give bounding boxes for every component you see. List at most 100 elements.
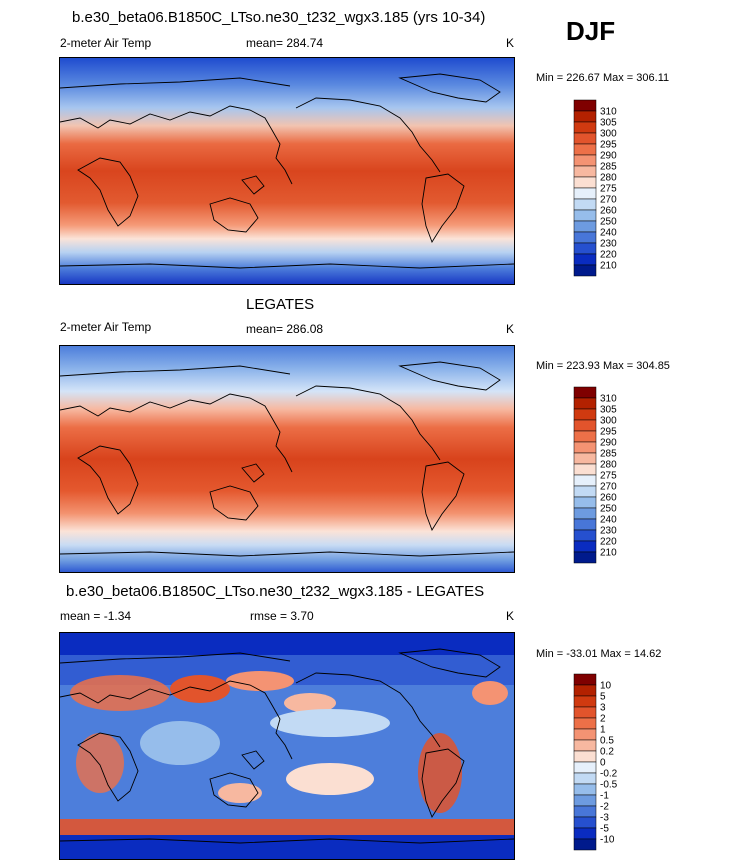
panel-2-colorbar: 310 305 300 295 290 285 280 275 270 260 250 240 230 2… xyxy=(573,386,634,569)
colorbar-tick-label: 295 xyxy=(600,427,617,438)
colorbar-tick-label: -0.2 xyxy=(600,769,618,780)
colorbar-tick-label: 220 xyxy=(600,537,617,548)
colorbar-tick-label: 300 xyxy=(600,129,617,140)
panel-1-colorbar: 310 305 300 295 290 285 280 275 270 260 250 240 230 2… xyxy=(573,99,634,282)
panel-1-units-label: K xyxy=(506,36,515,50)
season-label: DJF xyxy=(566,16,616,46)
colorbar-swatch xyxy=(573,242,597,255)
colorbar-tick-label: 240 xyxy=(600,228,617,239)
panel-3-minmax: Min = -33.01 Max = 14.62 xyxy=(536,648,662,660)
colorbar-swatch xyxy=(573,816,597,829)
colorbar-swatch xyxy=(573,99,597,112)
colorbar-swatch xyxy=(573,518,597,531)
colorbar-swatch xyxy=(573,132,597,145)
colorbar-tick-label: 230 xyxy=(600,526,617,537)
colorbar-swatch xyxy=(573,772,597,785)
colorbar-swatch xyxy=(573,264,597,277)
colorbar-tick-label: -2 xyxy=(600,802,609,813)
colorbar-swatch xyxy=(573,397,597,410)
colorbar-swatch xyxy=(573,430,597,443)
colorbar-swatch xyxy=(573,827,597,840)
colorbar-swatch xyxy=(573,717,597,730)
colorbar-swatch xyxy=(573,739,597,752)
colorbar-swatch xyxy=(573,441,597,454)
colorbar-swatch xyxy=(573,121,597,134)
colorbar-swatch xyxy=(573,474,597,487)
colorbar-swatch xyxy=(573,485,597,498)
colorbar-swatch xyxy=(573,419,597,432)
colorbar-swatch xyxy=(573,496,597,509)
colorbar-swatch xyxy=(573,750,597,763)
panel-3-rmse-label: rmse = 3.70 xyxy=(250,609,314,623)
panel-1-map xyxy=(59,57,515,285)
colorbar-swatch xyxy=(573,198,597,211)
panel-3-colorbar: 10 5 3 2 1 0.5 0.2 0 -0.2 -0.5 -1 -2 -3 -5 -10 xyxy=(573,673,634,856)
colorbar-tick-label: 250 xyxy=(600,504,617,515)
colorbar-swatch xyxy=(573,783,597,796)
colorbar-swatch xyxy=(573,110,597,123)
colorbar-tick-label: 5 xyxy=(600,692,606,703)
colorbar-tick-label: 295 xyxy=(600,140,617,151)
colorbar-tick-label: 310 xyxy=(600,394,617,405)
colorbar-tick-label: 260 xyxy=(600,493,617,504)
colorbar-tick-label: 0.5 xyxy=(600,736,614,747)
colorbar-tick-label: 280 xyxy=(600,173,617,184)
colorbar-tick-label: 305 xyxy=(600,118,617,129)
panel-2-title: LEGATES xyxy=(246,296,315,313)
colorbar-tick-label: 210 xyxy=(600,548,617,559)
colorbar-tick-label: 275 xyxy=(600,471,617,482)
colorbar-swatch xyxy=(573,209,597,222)
colorbar-swatch xyxy=(573,143,597,156)
panel-1-minmax: Min = 226.67 Max = 306.11 xyxy=(536,72,670,84)
colorbar-tick-label: 260 xyxy=(600,206,617,217)
panel-1-variable-label: 2-meter Air Temp xyxy=(60,36,152,50)
panel-1-mean-label: mean= 284.74 xyxy=(246,36,324,50)
panel-2-mean-label: mean= 286.08 xyxy=(246,322,324,336)
colorbar-tick-label: 305 xyxy=(600,405,617,416)
colorbar-swatch xyxy=(573,551,597,564)
colorbar-tick-label: 0.2 xyxy=(600,747,614,758)
panel-2-map xyxy=(59,345,515,573)
panel-2-units-label: K xyxy=(506,322,515,336)
colorbar-swatch xyxy=(573,187,597,200)
panel-3-title: b.e30_beta06.B1850C_LTso.ne30_t232_wgx3.… xyxy=(66,583,485,600)
colorbar-swatch xyxy=(573,253,597,266)
colorbar-swatch xyxy=(573,673,597,686)
panel-2-minmax: Min = 223.93 Max = 304.85 xyxy=(536,360,670,372)
colorbar-swatch xyxy=(573,176,597,189)
colorbar-tick-label: 0 xyxy=(600,758,606,769)
colorbar-tick-label: 10 xyxy=(600,681,612,692)
colorbar-tick-label: 290 xyxy=(600,438,617,449)
colorbar-tick-label: 250 xyxy=(600,217,617,228)
colorbar-swatch xyxy=(573,794,597,807)
colorbar-swatch xyxy=(573,154,597,167)
colorbar-swatch xyxy=(573,220,597,233)
colorbar-tick-label: 210 xyxy=(600,261,617,272)
colorbar-swatch xyxy=(573,706,597,719)
colorbar-tick-label: 285 xyxy=(600,449,617,460)
colorbar-tick-label: 240 xyxy=(600,515,617,526)
colorbar-swatch xyxy=(573,463,597,476)
colorbar-tick-label: 230 xyxy=(600,239,617,250)
colorbar-swatch xyxy=(573,695,597,708)
colorbar-swatch xyxy=(573,452,597,465)
colorbar-tick-label: -1 xyxy=(600,791,609,802)
colorbar-tick-label: -3 xyxy=(600,813,609,824)
colorbar-tick-label: 275 xyxy=(600,184,617,195)
colorbar-tick-label: 1 xyxy=(600,725,606,736)
colorbar-tick-label: 300 xyxy=(600,416,617,427)
panel-3-units-label: K xyxy=(506,609,515,623)
colorbar-swatch xyxy=(573,529,597,542)
colorbar-tick-label: 285 xyxy=(600,162,617,173)
panel-3-map xyxy=(59,632,515,860)
colorbar-swatch xyxy=(573,684,597,697)
colorbar-swatch xyxy=(573,761,597,774)
colorbar-tick-label: 2 xyxy=(600,714,606,725)
colorbar-tick-label: 310 xyxy=(600,107,617,118)
colorbar-swatch xyxy=(573,165,597,178)
colorbar-swatch xyxy=(573,386,597,399)
colorbar-tick-label: 220 xyxy=(600,250,617,261)
colorbar-swatch xyxy=(573,507,597,520)
colorbar-tick-label: 290 xyxy=(600,151,617,162)
colorbar-swatch xyxy=(573,408,597,421)
